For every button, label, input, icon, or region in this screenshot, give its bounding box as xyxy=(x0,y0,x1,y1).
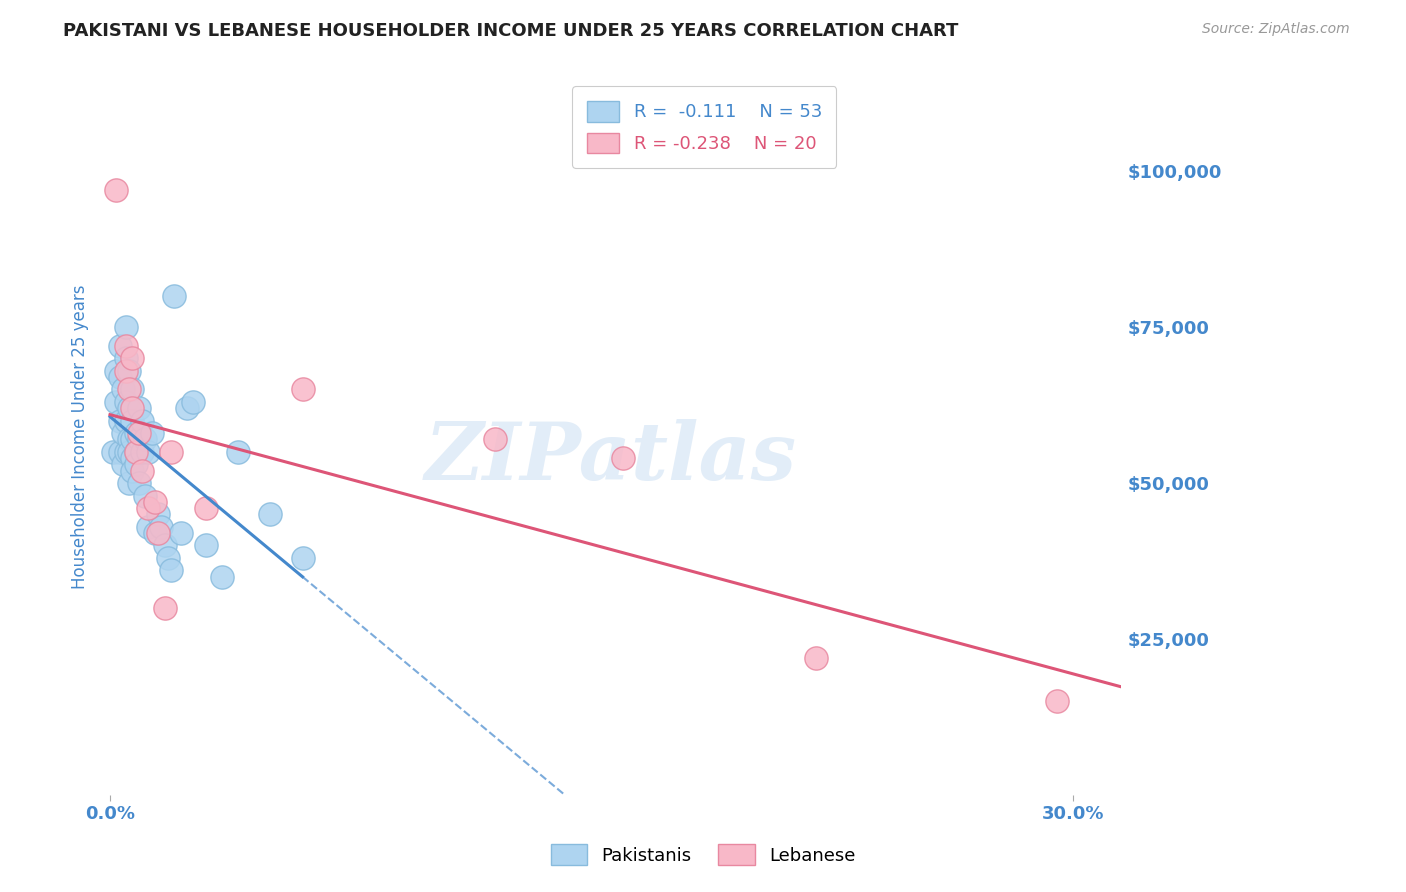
Point xyxy=(124,426,146,441)
Point xyxy=(121,414,143,428)
Point xyxy=(259,508,281,522)
Point xyxy=(131,445,153,459)
Point xyxy=(105,183,128,197)
Point xyxy=(134,433,156,447)
Point xyxy=(115,414,138,428)
Point xyxy=(108,414,131,428)
Point xyxy=(108,339,131,353)
Point xyxy=(146,526,169,541)
Point xyxy=(121,401,143,416)
Point xyxy=(169,526,191,541)
Point xyxy=(1046,694,1069,708)
Point xyxy=(118,433,141,447)
Point xyxy=(111,426,134,441)
Point xyxy=(291,550,314,565)
Point xyxy=(115,395,138,409)
Point xyxy=(115,351,138,366)
Point xyxy=(115,364,138,378)
Text: Source: ZipAtlas.com: Source: ZipAtlas.com xyxy=(1202,22,1350,37)
Point xyxy=(118,364,141,378)
Point xyxy=(103,445,125,459)
Point xyxy=(138,445,160,459)
Point xyxy=(183,395,205,409)
Point xyxy=(124,458,146,472)
Point xyxy=(115,445,138,459)
Legend: R =  -0.111    N = 53, R = -0.238    N = 20: R = -0.111 N = 53, R = -0.238 N = 20 xyxy=(572,87,837,168)
Point xyxy=(128,426,150,441)
Point xyxy=(138,501,160,516)
Text: PAKISTANI VS LEBANESE HOUSEHOLDER INCOME UNDER 25 YEARS CORRELATION CHART: PAKISTANI VS LEBANESE HOUSEHOLDER INCOME… xyxy=(63,22,959,40)
Point xyxy=(128,476,150,491)
Text: ZIPatlas: ZIPatlas xyxy=(425,419,797,497)
Point xyxy=(124,445,146,459)
Point xyxy=(115,320,138,334)
Point xyxy=(291,383,314,397)
Point xyxy=(128,401,150,416)
Point xyxy=(134,489,156,503)
Point xyxy=(195,501,218,516)
Point xyxy=(105,364,128,378)
Point xyxy=(121,451,143,466)
Point xyxy=(118,476,141,491)
Point xyxy=(211,569,233,583)
Point xyxy=(484,433,506,447)
Point xyxy=(108,370,131,384)
Point xyxy=(160,445,183,459)
Point xyxy=(138,520,160,534)
Point xyxy=(146,508,169,522)
Point xyxy=(156,550,179,565)
Point xyxy=(612,451,634,466)
Y-axis label: Householder Income Under 25 years: Householder Income Under 25 years xyxy=(72,284,89,589)
Point xyxy=(121,383,143,397)
Point xyxy=(108,445,131,459)
Point xyxy=(804,650,827,665)
Point xyxy=(111,383,134,397)
Point xyxy=(141,426,163,441)
Point xyxy=(176,401,198,416)
Point xyxy=(195,538,218,552)
Point xyxy=(121,464,143,478)
Point xyxy=(105,395,128,409)
Point xyxy=(131,464,153,478)
Point xyxy=(228,445,250,459)
Point xyxy=(143,495,166,509)
Point xyxy=(153,538,176,552)
Point xyxy=(115,339,138,353)
Point xyxy=(121,351,143,366)
Point xyxy=(131,414,153,428)
Point xyxy=(118,445,141,459)
Legend: Pakistanis, Lebanese: Pakistanis, Lebanese xyxy=(541,835,865,874)
Point xyxy=(153,600,176,615)
Point xyxy=(163,289,186,303)
Point xyxy=(121,433,143,447)
Point xyxy=(143,526,166,541)
Point xyxy=(118,401,141,416)
Point xyxy=(124,445,146,459)
Point xyxy=(128,433,150,447)
Point xyxy=(160,563,183,577)
Point xyxy=(150,520,173,534)
Point xyxy=(111,458,134,472)
Point xyxy=(118,383,141,397)
